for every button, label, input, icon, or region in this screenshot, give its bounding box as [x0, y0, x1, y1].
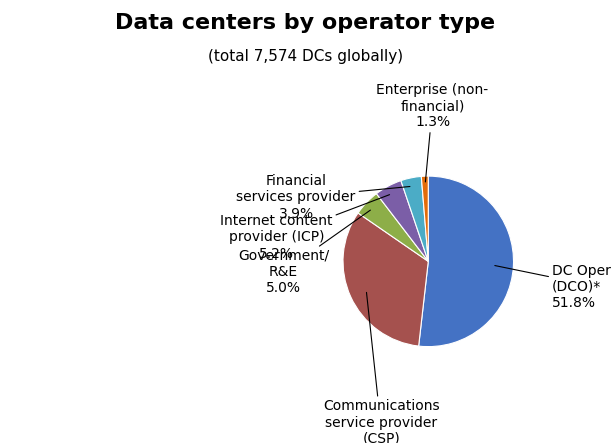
Wedge shape	[401, 176, 428, 261]
Wedge shape	[343, 213, 428, 346]
Wedge shape	[422, 176, 428, 261]
Text: DC Operators
(DCO)*
51.8%: DC Operators (DCO)* 51.8%	[495, 264, 611, 310]
Text: Data centers by operator type: Data centers by operator type	[115, 13, 496, 33]
Text: Financial
services provider
3.9%: Financial services provider 3.9%	[236, 174, 410, 221]
Text: (total 7,574 DCs globally): (total 7,574 DCs globally)	[208, 49, 403, 64]
Wedge shape	[419, 176, 513, 346]
Text: Government/
R&E
5.0%: Government/ R&E 5.0%	[238, 210, 370, 295]
Wedge shape	[376, 181, 428, 261]
Text: Enterprise (non-
financial)
1.3%: Enterprise (non- financial) 1.3%	[376, 83, 489, 182]
Text: Internet content
provider (ICP)
5.2%: Internet content provider (ICP) 5.2%	[220, 194, 390, 260]
Wedge shape	[358, 194, 428, 261]
Text: Communications
service provider
(CSP)
32.8%: Communications service provider (CSP) 32…	[323, 292, 440, 443]
